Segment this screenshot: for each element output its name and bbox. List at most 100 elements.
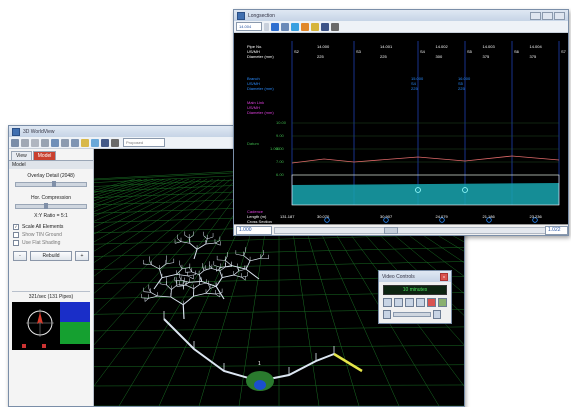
close-button[interactable] — [554, 11, 565, 20]
level-label: 9.00 — [276, 133, 284, 138]
decrease-button[interactable]: - — [13, 251, 27, 261]
show-tin-checkbox[interactable]: Show TIN Ground — [13, 232, 89, 238]
pipe-count-status: 321/sec (131 Pipes) — [12, 291, 90, 300]
range-end-field[interactable]: 1.022 — [545, 226, 568, 235]
longsection-scrollbar[interactable]: 1.000 1.022 — [234, 224, 568, 235]
print-icon[interactable] — [331, 22, 339, 31]
slow-icon[interactable] — [383, 310, 391, 319]
cross-section-label: Cross Section — [247, 219, 272, 224]
pipe-length-value: 21.186 — [482, 214, 495, 219]
pipe-dia-value: 375 — [482, 54, 490, 59]
main-pipe[interactable] — [163, 318, 335, 383]
water-fill — [292, 183, 559, 205]
level-label: 7.00 — [276, 159, 284, 164]
worldview-title: 3D WorldView — [23, 128, 55, 135]
node-label: S7 — [561, 49, 566, 54]
level-label: 6.00 — [276, 172, 284, 177]
scale-all-checkbox[interactable]: ✓ Scale All Elements — [13, 224, 89, 230]
compression-slider[interactable] — [15, 203, 87, 209]
step-back-icon[interactable] — [394, 298, 403, 307]
minimap-marker — [42, 344, 46, 348]
level-label: 8.00 — [276, 146, 284, 151]
video-title: Video Controls — [382, 273, 415, 280]
maximize-button[interactable] — [542, 11, 553, 20]
cadence-label: Cadence — [247, 209, 264, 214]
branch-dia-value: 225 — [458, 86, 465, 91]
model-panel: View Model Model Overlay Detail (2048) H… — [9, 149, 94, 406]
branch-connection-icon[interactable] — [415, 187, 421, 193]
print-icon[interactable] — [111, 138, 119, 147]
save-icon[interactable] — [101, 138, 109, 147]
longsection-toolbar: 14.004 — [234, 21, 568, 33]
checkbox-empty-icon — [13, 232, 19, 238]
minimap-land — [60, 322, 90, 344]
model-section-header: Model — [9, 160, 93, 169]
pan-icon[interactable] — [31, 138, 39, 147]
play-icon[interactable] — [405, 298, 414, 307]
fast-icon[interactable] — [433, 310, 441, 319]
view-icon[interactable] — [11, 138, 19, 147]
zoom-icon[interactable] — [41, 138, 49, 147]
rotate-icon[interactable] — [21, 138, 29, 147]
pipe-select[interactable]: 14.004 — [236, 22, 262, 31]
save-icon[interactable] — [321, 22, 329, 31]
increase-button[interactable]: + — [75, 251, 89, 261]
pipe-profile[interactable] — [291, 174, 560, 206]
pipe-network[interactable] — [141, 231, 335, 383]
branch-connection-icon[interactable] — [462, 187, 468, 193]
record-icon[interactable] — [427, 298, 436, 307]
rebuild-button[interactable]: Rebuild — [30, 251, 72, 261]
swap-icon[interactable] — [301, 22, 309, 31]
main-dia-label: Diameter (mm) — [247, 110, 274, 115]
dropdown-icon[interactable] — [264, 22, 269, 31]
level-label: 10.00 — [276, 120, 287, 125]
chart-icon[interactable] — [291, 22, 299, 31]
video-controls-window: Video Controls x 10 minutes — [378, 270, 452, 324]
diameter-label: Diameter (mm) — [247, 54, 274, 59]
overlay-detail-slider[interactable] — [15, 181, 87, 187]
node-label: S4 — [420, 49, 425, 54]
range-start-field[interactable]: 1.000 — [236, 226, 272, 235]
compression-label: Hor. Compression — [30, 195, 71, 201]
node-label: S2 — [294, 49, 299, 54]
velocity-marker-icon — [324, 217, 330, 223]
checkbox-checked-icon: ✓ — [13, 224, 19, 230]
selected-pipe[interactable] — [333, 352, 363, 373]
split-icon[interactable] — [271, 22, 279, 31]
table-icon[interactable] — [281, 22, 289, 31]
node-marker-icon[interactable] — [254, 380, 266, 390]
measure-icon[interactable] — [71, 138, 79, 147]
branch-no-value: 15.000 — [411, 76, 424, 81]
worldview-app-icon — [12, 127, 20, 136]
longsection-canvas[interactable]: Pipe No. US/MH Diameter (mm) Branch US/M… — [234, 33, 568, 235]
pipe-no-label: Pipe No. — [247, 44, 263, 49]
export-video-icon[interactable] — [438, 298, 447, 307]
tab-view[interactable]: View — [11, 151, 32, 160]
speed-slider[interactable] — [393, 312, 431, 317]
flat-shading-checkbox[interactable]: Use Flat Shading — [13, 240, 89, 246]
velocity-marker-icon — [383, 217, 389, 223]
ratio-label: X:Y Ratio = 5:1 — [34, 213, 68, 219]
flat-shading-label: Use Flat Shading — [22, 240, 61, 246]
pipe-length-value: 23.236 — [529, 214, 542, 219]
minimize-button[interactable] — [530, 11, 541, 20]
pipe-length-value: 30.070 — [317, 214, 330, 219]
tab-model[interactable]: Model — [32, 151, 57, 160]
export-icon[interactable] — [91, 138, 99, 147]
fly-icon[interactable] — [61, 138, 69, 147]
scale-all-label: Scale All Elements — [22, 224, 64, 230]
pipe-dia-value: 300 — [435, 54, 443, 59]
video-titlebar[interactable]: Video Controls x — [379, 271, 451, 282]
rewind-icon[interactable] — [383, 298, 392, 307]
show-tin-label: Show TIN Ground — [22, 232, 62, 238]
scroll-thumb[interactable] — [384, 227, 398, 234]
folder-icon[interactable] — [81, 138, 89, 147]
step-forward-icon[interactable] — [416, 298, 425, 307]
node-marker-label: 1 — [258, 361, 261, 367]
minimap[interactable] — [12, 302, 90, 350]
phase-select[interactable]: Proposed — [123, 138, 165, 147]
folder-icon[interactable] — [311, 22, 319, 31]
longsection-titlebar[interactable]: Longsection — [234, 10, 568, 21]
video-close-button[interactable]: x — [440, 272, 448, 281]
layers-icon[interactable] — [51, 138, 59, 147]
